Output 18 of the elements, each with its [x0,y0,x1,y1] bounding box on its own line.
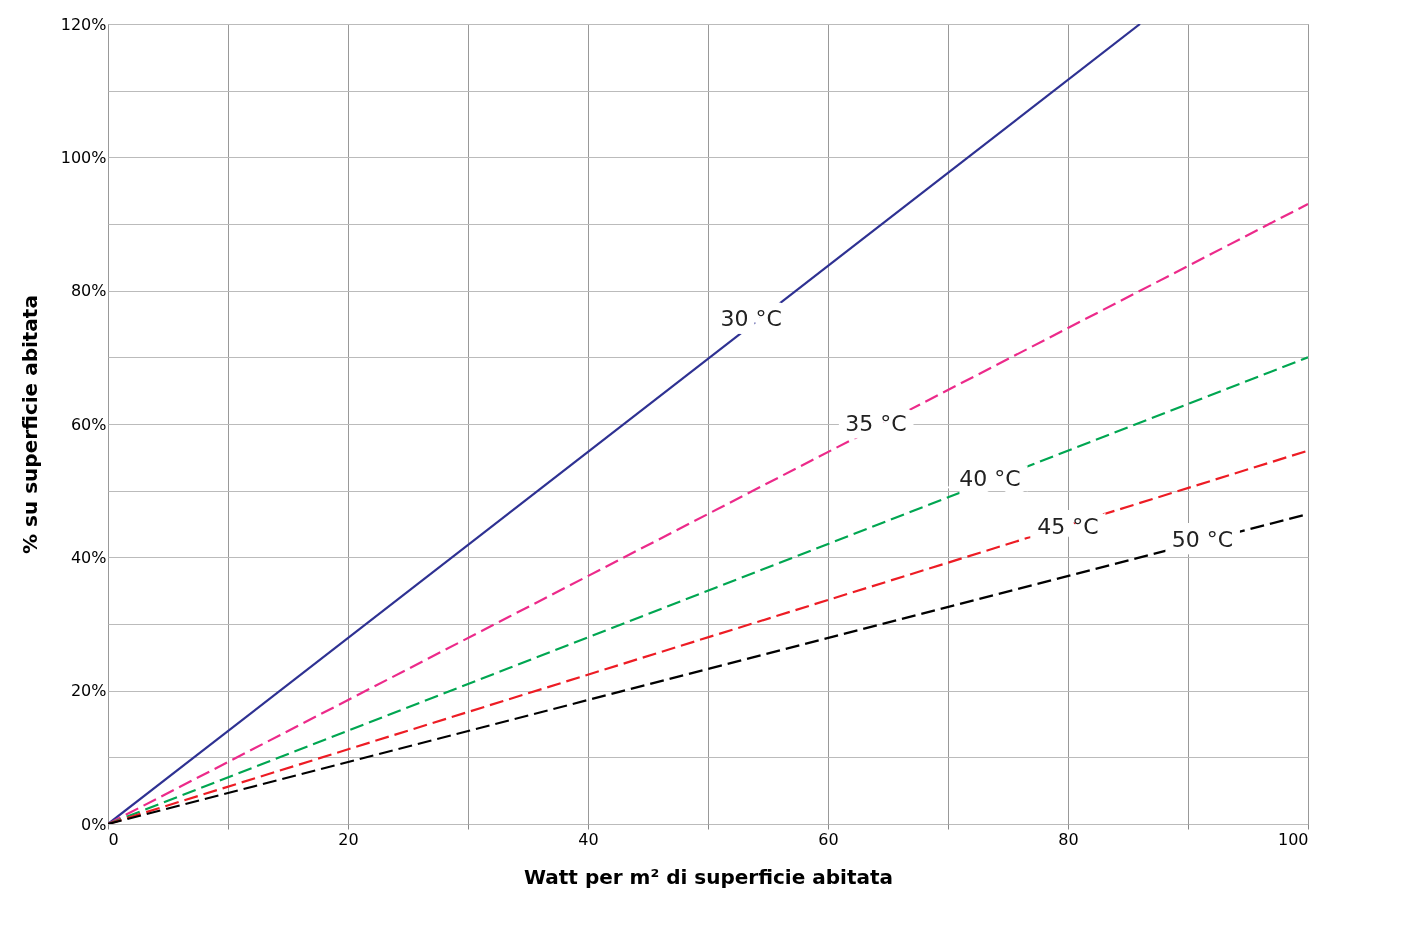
x-tick-label: 100 [1277,829,1309,849]
y-tick-label: 100% [60,147,107,167]
x-tick-label: 60 [818,829,839,849]
y-axis-title: % su superficie abitata [17,295,42,554]
annotation: 40 °C [959,465,1021,491]
y-tick-label: 40% [70,547,107,567]
x-tick-label: 40 [578,829,599,849]
y-tick-label: 80% [70,281,107,301]
y-tick-label: 20% [70,681,107,701]
annotation: 35 °C [845,411,907,436]
annotation: 30 °C [720,305,782,331]
x-tick-label: 0 [108,829,119,849]
y-tick-label: 0% [81,814,107,834]
y-tick-label: 120% [60,14,107,34]
x-axis-title: Watt per m² di superficie abitata [523,864,894,889]
x-tick-label: 80 [1058,829,1079,849]
x-tick-label: 20 [338,829,359,849]
y-tick-label: 60% [70,414,107,434]
